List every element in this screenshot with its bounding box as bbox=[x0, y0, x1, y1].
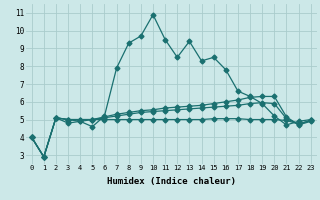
X-axis label: Humidex (Indice chaleur): Humidex (Indice chaleur) bbox=[107, 177, 236, 186]
